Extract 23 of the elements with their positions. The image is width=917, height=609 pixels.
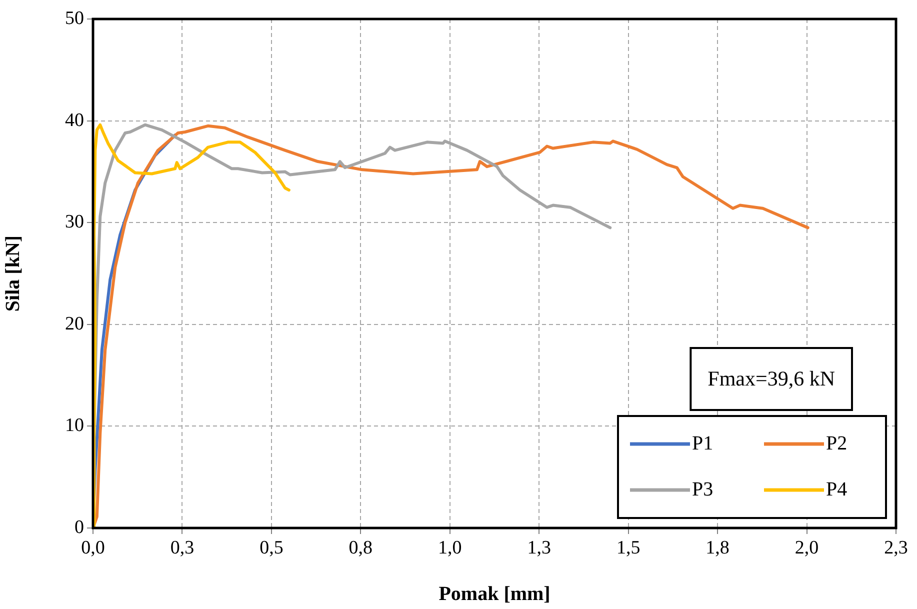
x-tick-label: 2,3	[884, 537, 908, 558]
x-tick-label: 2,0	[794, 537, 819, 558]
x-tick-label: 1,5	[616, 537, 640, 558]
y-tick-label: 40	[65, 110, 84, 131]
x-tick-label: 1,8	[706, 537, 730, 558]
x-tick-label: 1,0	[438, 537, 462, 558]
legend-label: P2	[826, 432, 848, 454]
y-tick-label: 10	[65, 415, 84, 436]
x-tick-label: 1,3	[527, 537, 551, 558]
annotation: Fmax=39,6 kN	[708, 366, 835, 391]
legend-label: P4	[826, 478, 848, 500]
legend-label: P3	[692, 478, 714, 500]
x-tick-label: 0,0	[81, 537, 105, 558]
y-tick-label: 50	[65, 8, 84, 29]
y-tick-label: 0	[74, 516, 84, 538]
x-tick-label: 0,8	[348, 537, 373, 558]
x-tick-label: 0,3	[170, 537, 194, 558]
x-tick-label: 0,5	[260, 537, 284, 558]
y-axis-title: Sila [kN]	[2, 235, 24, 312]
y-tick-label: 30	[65, 212, 84, 233]
legend-label: P1	[692, 432, 714, 454]
y-tick-label: 20	[65, 313, 84, 334]
x-axis-title: Pomak [mm]	[438, 583, 550, 606]
